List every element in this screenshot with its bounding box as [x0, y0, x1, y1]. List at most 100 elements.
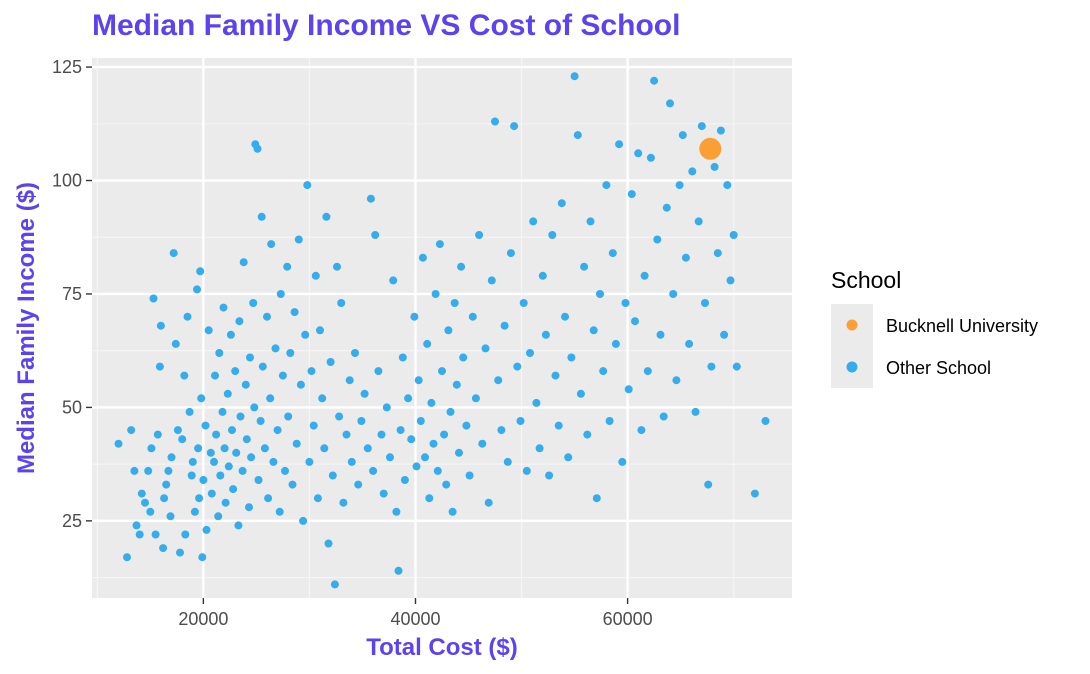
data-point: [691, 407, 700, 416]
data-point: [226, 330, 235, 339]
data-point: [656, 330, 665, 339]
data-point: [284, 412, 293, 421]
data-point: [761, 417, 770, 425]
data-point: [487, 276, 496, 285]
data-point: [173, 426, 182, 435]
data-point: [144, 466, 153, 475]
data-point: [713, 249, 722, 258]
data-point: [162, 480, 171, 489]
data-point: [494, 376, 503, 385]
data-point: [627, 190, 636, 199]
data-point: [130, 466, 139, 475]
data-point: [246, 353, 254, 362]
data-point: [241, 380, 250, 389]
legend-swatch: [846, 361, 858, 373]
data-point: [407, 435, 416, 444]
data-point: [185, 407, 194, 416]
data-point: [529, 217, 538, 226]
data-point: [497, 426, 506, 435]
data-point: [198, 553, 207, 562]
data-point: [322, 212, 331, 221]
data-point: [678, 131, 687, 140]
data-point: [149, 294, 158, 303]
data-point: [236, 412, 245, 421]
data-point: [716, 126, 725, 135]
data-point: [535, 444, 544, 453]
data-point: [392, 507, 401, 516]
data-point: [637, 426, 646, 435]
data-point: [621, 299, 630, 307]
data-point: [360, 389, 369, 398]
data-point: [151, 530, 160, 539]
data-point: [564, 453, 573, 462]
data-point: [216, 471, 225, 480]
chart-title: Median Family Income VS Cost of School: [92, 9, 680, 42]
data-point: [221, 498, 230, 507]
plot-panel: [92, 58, 792, 598]
data-point: [137, 489, 146, 498]
y-tick-label: 100: [52, 171, 82, 191]
data-point: [337, 299, 346, 307]
data-point: [421, 453, 429, 462]
data-point: [281, 466, 289, 475]
data-point: [592, 494, 601, 503]
legend-swatch: [846, 319, 858, 331]
data-point: [634, 149, 643, 158]
data-point: [193, 285, 201, 294]
data-point: [423, 339, 432, 348]
data-point: [697, 122, 706, 131]
data-point: [264, 494, 273, 503]
data-point: [211, 371, 219, 380]
data-point: [551, 371, 560, 380]
data-point: [166, 512, 175, 521]
data-point: [398, 353, 407, 362]
data-point: [484, 498, 493, 507]
data-point: [435, 240, 444, 249]
data-point: [465, 471, 474, 480]
data-point: [266, 394, 275, 403]
data-point: [141, 498, 149, 507]
data-point: [640, 271, 649, 280]
data-point: [723, 181, 732, 190]
data-point: [160, 494, 169, 503]
data-point: [659, 412, 668, 421]
highlight-point: [699, 137, 722, 160]
data-point: [253, 144, 262, 153]
data-point: [729, 231, 738, 239]
data-point: [573, 131, 582, 140]
data-point: [351, 349, 359, 357]
data-point: [416, 417, 425, 425]
data-point: [167, 453, 176, 462]
data-point: [178, 435, 187, 444]
data-point: [425, 494, 434, 503]
data-point: [710, 162, 719, 171]
data-point: [516, 417, 525, 425]
data-point: [207, 489, 216, 498]
data-point: [330, 580, 339, 589]
data-point: [506, 249, 515, 258]
data-point: [342, 430, 351, 439]
data-point: [195, 494, 204, 503]
data-point: [446, 407, 455, 416]
data-point: [450, 299, 459, 307]
data-point: [202, 525, 211, 534]
data-point: [176, 548, 184, 557]
data-point: [618, 457, 627, 466]
data-point: [123, 553, 131, 562]
data-point: [605, 417, 614, 425]
data-point: [288, 480, 297, 489]
data-point: [545, 471, 554, 480]
data-point: [662, 203, 671, 212]
data-point: [554, 421, 563, 430]
data-point: [194, 444, 203, 453]
x-tick-label: 20000: [178, 609, 228, 629]
data-point: [615, 140, 624, 149]
y-axis: 25 50 75 100 125: [52, 57, 92, 531]
data-point: [522, 466, 531, 475]
data-point: [377, 430, 386, 439]
data-point: [624, 385, 633, 394]
y-tick-label: 125: [52, 57, 82, 77]
data-point: [269, 457, 278, 466]
data-point: [541, 330, 550, 339]
data-point: [440, 430, 449, 439]
